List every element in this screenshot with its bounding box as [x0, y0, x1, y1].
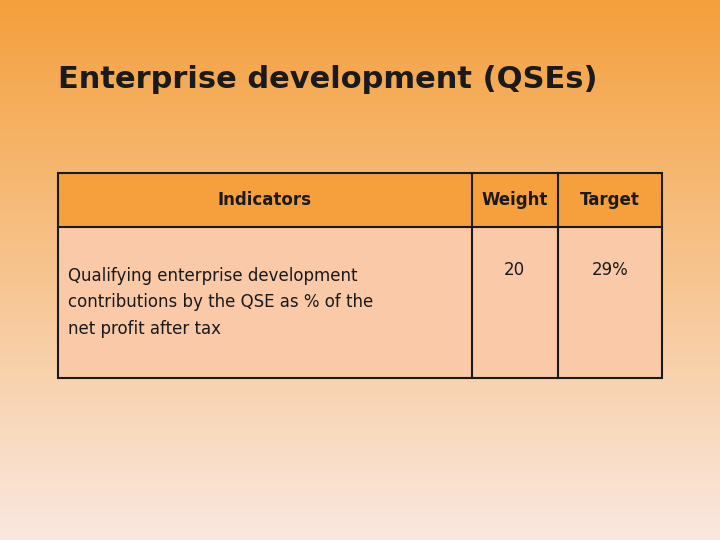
Text: Weight: Weight [482, 191, 548, 209]
Text: Qualifying enterprise development
contributions by the QSE as % of the
net profi: Qualifying enterprise development contri… [68, 267, 374, 338]
Bar [58, 173, 662, 227]
Text: Indicators: Indicators [217, 191, 312, 209]
Text: Enterprise development (QSEs): Enterprise development (QSEs) [58, 65, 597, 94]
Text: 20: 20 [504, 261, 526, 279]
Text: Target: Target [580, 191, 640, 209]
Bar [58, 173, 662, 378]
Text: 29%: 29% [592, 261, 629, 279]
Bar [58, 227, 662, 378]
